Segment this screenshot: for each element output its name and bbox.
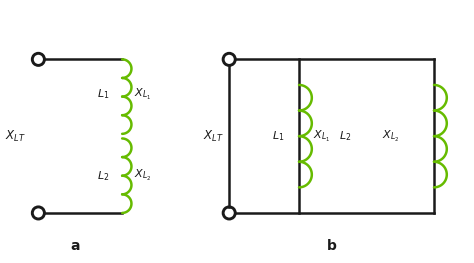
Text: b: b xyxy=(327,239,337,252)
Text: $X_{L_2}$: $X_{L_2}$ xyxy=(135,168,152,183)
Text: $X_{L_2}$: $X_{L_2}$ xyxy=(383,129,400,144)
Text: $X_{L_1}$: $X_{L_1}$ xyxy=(313,129,330,144)
Text: $L_1$: $L_1$ xyxy=(97,87,110,101)
Text: $X_{L_1}$: $X_{L_1}$ xyxy=(135,87,152,102)
Text: $L_2$: $L_2$ xyxy=(339,129,352,143)
Text: a: a xyxy=(71,239,81,252)
Text: $L_2$: $L_2$ xyxy=(97,169,109,183)
Text: $X_{LT}$: $X_{LT}$ xyxy=(202,129,223,144)
Text: $X_{LT}$: $X_{LT}$ xyxy=(5,129,26,144)
Text: $L_1$: $L_1$ xyxy=(272,129,284,143)
